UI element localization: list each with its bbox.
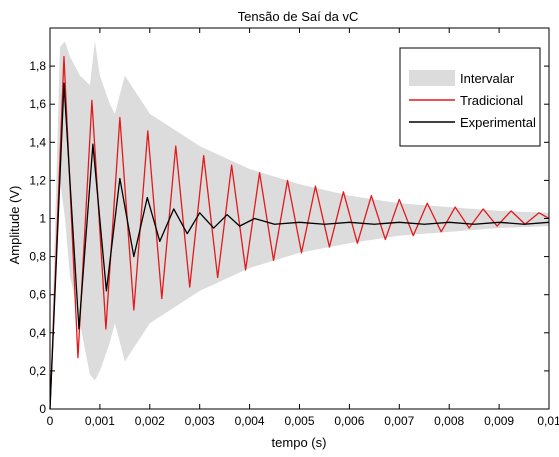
series-line-experimental xyxy=(49,82,550,410)
series-line-tradicional xyxy=(49,55,550,410)
x-tick-label: 0 xyxy=(47,414,54,428)
legend-swatch-intervalar xyxy=(409,70,455,86)
legend-label: Intervalar xyxy=(460,71,515,86)
y-tick-label: 1,2 xyxy=(29,173,46,187)
x-tick-label: 0,004 xyxy=(235,414,265,428)
y-tick-label: 1 xyxy=(39,212,46,226)
x-tick-label: 0,006 xyxy=(334,414,364,428)
y-tick-label: 1,4 xyxy=(29,135,46,149)
x-tick-label: 0,007 xyxy=(384,414,414,428)
y-tick-label: 0 xyxy=(39,402,46,416)
legend-label: Tradicional xyxy=(460,93,523,108)
x-tick-label: 0,001 xyxy=(85,414,115,428)
series-band-intervalar xyxy=(50,41,549,410)
x-tick-label: 0,003 xyxy=(185,414,215,428)
legend-label: Experimental xyxy=(460,115,536,130)
y-tick-label: 0,6 xyxy=(29,288,46,302)
y-tick-label: 1,8 xyxy=(29,59,46,73)
y-tick-label: 1,6 xyxy=(29,97,46,111)
plot-area xyxy=(49,41,550,410)
x-tick-label: 0,01 xyxy=(537,414,559,428)
x-tick-label: 0,009 xyxy=(484,414,514,428)
y-tick-label: 0,8 xyxy=(29,250,46,264)
chart-title: Tensão de Saí da vC xyxy=(238,9,359,24)
y-tick-label: 0,4 xyxy=(29,326,46,340)
legend-box xyxy=(399,47,541,147)
x-tick-label: 0,005 xyxy=(284,414,314,428)
axes: 0 0,001 0,002 0,003 0,004 0,005 0,006 0,007 0,00… xyxy=(29,28,559,428)
x-axis-title: tempo (s) xyxy=(272,435,327,450)
y-tick-label: 0,2 xyxy=(29,364,46,378)
y-axis-title: Amplitude (V) xyxy=(7,186,22,265)
x-tick-label: 0,008 xyxy=(434,414,464,428)
legend: Intervalar Tradicional Experimental xyxy=(399,47,541,147)
x-tick-label: 0,002 xyxy=(135,414,165,428)
